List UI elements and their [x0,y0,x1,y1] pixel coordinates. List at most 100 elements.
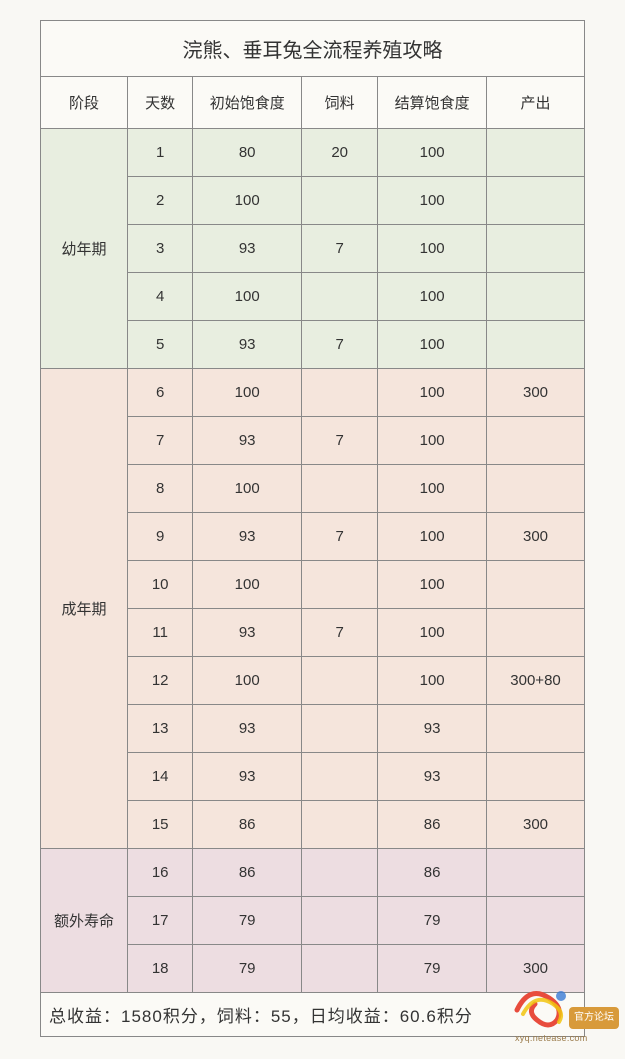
cell-day: 8 [128,465,193,513]
cell-final: 93 [378,705,487,753]
cell-final: 100 [378,417,487,465]
col-header-init: 初始饱食度 [193,77,302,129]
cell-feed: 7 [302,321,378,369]
cell-output: 300 [487,369,585,417]
cell-final: 100 [378,369,487,417]
stage-label: 额外寿命 [41,849,128,993]
stage-label: 成年期 [41,369,128,849]
table-row: 幼年期18020100 [41,129,585,177]
cell-final: 100 [378,129,487,177]
cell-output [487,849,585,897]
cell-day: 7 [128,417,193,465]
cell-feed [302,273,378,321]
cell-feed [302,705,378,753]
cell-final: 100 [378,225,487,273]
col-header-stage: 阶段 [41,77,128,129]
cell-feed: 7 [302,513,378,561]
cell-day: 16 [128,849,193,897]
table-title-row: 浣熊、垂耳兔全流程养殖攻略 [41,21,585,77]
cell-init: 93 [193,705,302,753]
cell-day: 11 [128,609,193,657]
cell-final: 100 [378,321,487,369]
cell-day: 9 [128,513,193,561]
cell-init: 86 [193,849,302,897]
cell-final: 100 [378,273,487,321]
cell-output [487,321,585,369]
cell-final: 100 [378,465,487,513]
cell-init: 100 [193,177,302,225]
cell-feed: 7 [302,225,378,273]
cell-output: 300 [487,513,585,561]
cell-feed: 20 [302,129,378,177]
cell-init: 80 [193,129,302,177]
cell-feed [302,897,378,945]
cell-output: 300 [487,945,585,993]
cell-output [487,177,585,225]
cell-init: 100 [193,657,302,705]
cell-feed: 7 [302,417,378,465]
cell-day: 2 [128,177,193,225]
cell-output: 300+80 [487,657,585,705]
cell-final: 100 [378,177,487,225]
cell-output [487,753,585,801]
cell-feed [302,753,378,801]
cell-day: 4 [128,273,193,321]
cell-output [487,129,585,177]
cell-output [487,705,585,753]
cell-output [487,273,585,321]
cell-day: 18 [128,945,193,993]
cell-init: 93 [193,753,302,801]
cell-output [487,225,585,273]
summary-row: 总收益：1580积分，饲料：55，日均收益：60.6积分 [41,993,585,1037]
cell-init: 100 [193,369,302,417]
cell-final: 100 [378,561,487,609]
cell-init: 93 [193,417,302,465]
cell-feed [302,945,378,993]
cell-output: 300 [487,801,585,849]
table-title: 浣熊、垂耳兔全流程养殖攻略 [41,21,585,77]
cell-feed [302,465,378,513]
cell-day: 12 [128,657,193,705]
col-header-feed: 饲料 [302,77,378,129]
cell-day: 6 [128,369,193,417]
cell-feed [302,849,378,897]
cell-output [487,465,585,513]
cell-day: 15 [128,801,193,849]
col-header-day: 天数 [128,77,193,129]
table-row: 额外寿命168686 [41,849,585,897]
cell-init: 93 [193,321,302,369]
cell-init: 100 [193,561,302,609]
cell-init: 93 [193,225,302,273]
cell-output [487,561,585,609]
cell-day: 17 [128,897,193,945]
col-header-final: 结算饱食度 [378,77,487,129]
cell-feed [302,369,378,417]
cell-final: 79 [378,945,487,993]
cell-feed [302,177,378,225]
cell-output [487,417,585,465]
cell-output [487,897,585,945]
cell-final: 86 [378,849,487,897]
cell-init: 93 [193,513,302,561]
cell-final: 79 [378,897,487,945]
breeding-guide-table: 浣熊、垂耳兔全流程养殖攻略 阶段 天数 初始饱食度 饲料 结算饱食度 产出 幼年… [40,20,585,1037]
cell-day: 14 [128,753,193,801]
cell-final: 100 [378,657,487,705]
col-header-output: 产出 [487,77,585,129]
cell-final: 100 [378,513,487,561]
cell-day: 1 [128,129,193,177]
cell-init: 86 [193,801,302,849]
cell-final: 86 [378,801,487,849]
cell-day: 10 [128,561,193,609]
cell-init: 93 [193,609,302,657]
cell-init: 79 [193,945,302,993]
cell-init: 79 [193,897,302,945]
cell-day: 3 [128,225,193,273]
table-row: 成年期6100100300 [41,369,585,417]
cell-feed [302,657,378,705]
cell-final: 93 [378,753,487,801]
cell-day: 5 [128,321,193,369]
cell-init: 100 [193,465,302,513]
summary-text: 总收益：1580积分，饲料：55，日均收益：60.6积分 [41,993,585,1037]
cell-output [487,609,585,657]
